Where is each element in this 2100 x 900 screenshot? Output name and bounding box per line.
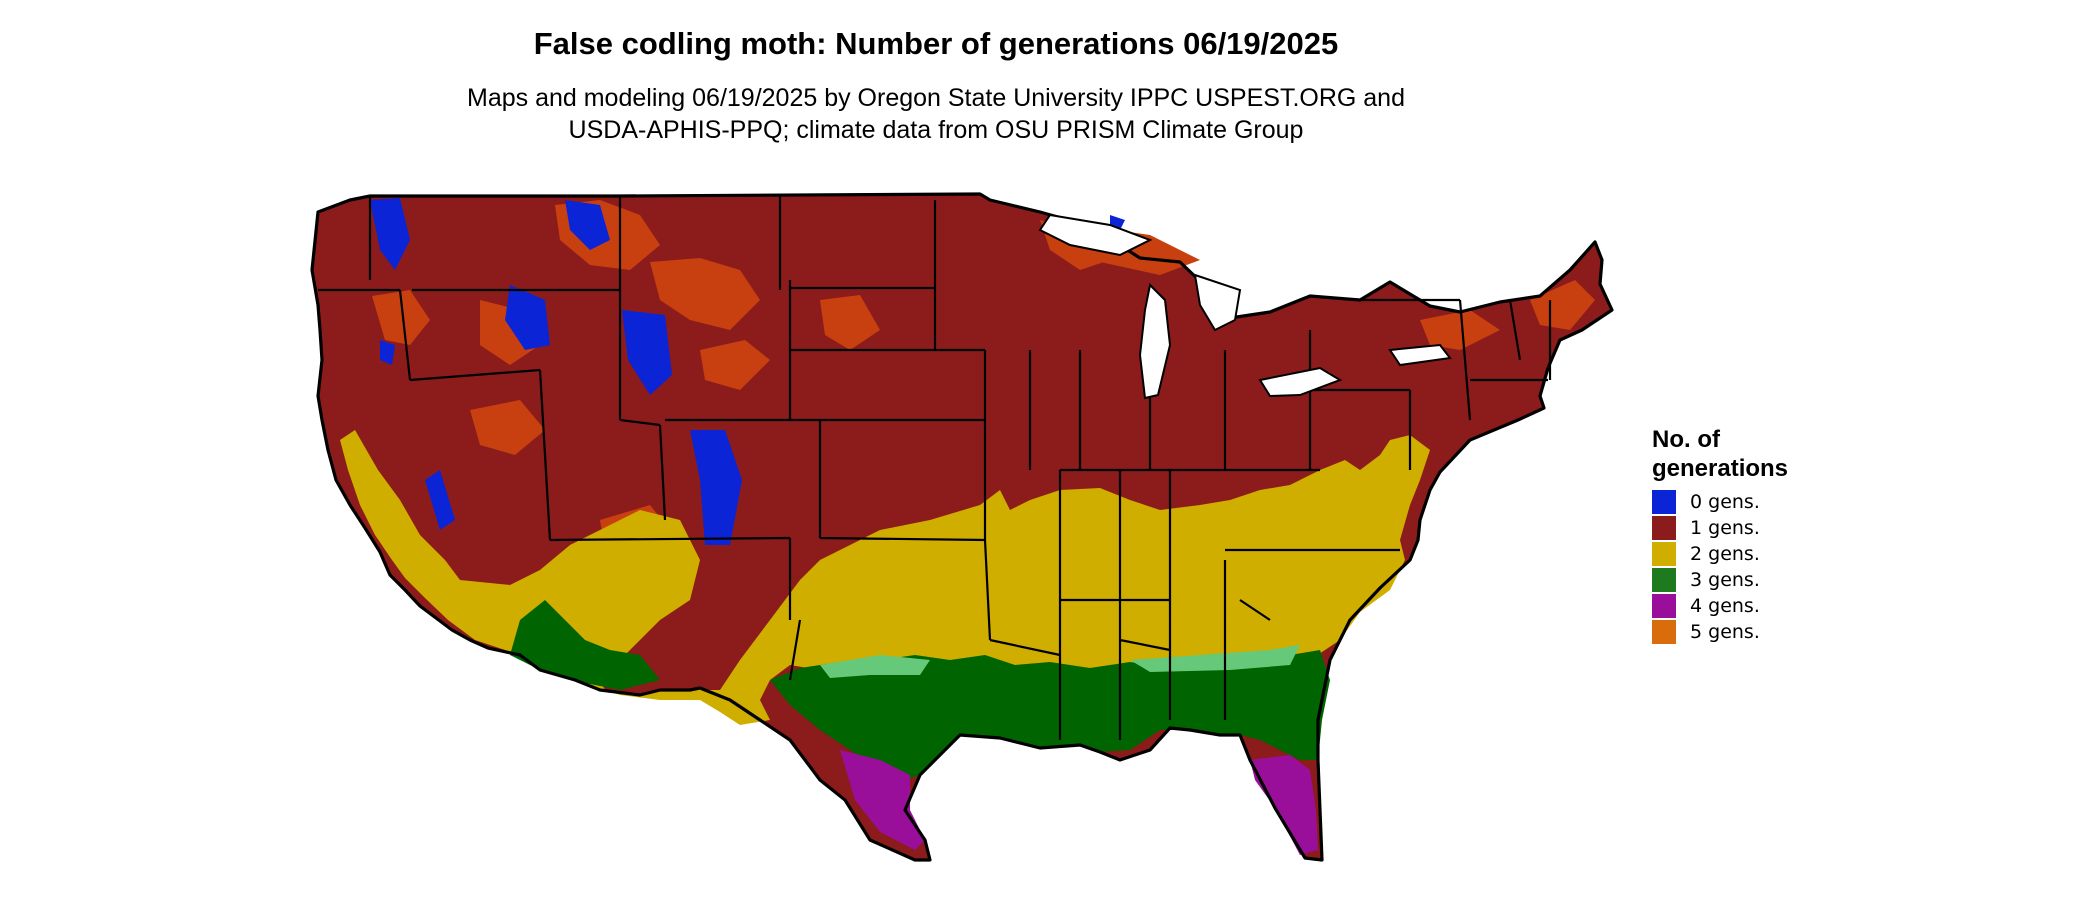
great-lakes [1038,213,1452,400]
map-subtitle-line-1: Maps and modeling 06/19/2025 by Oregon S… [467,84,1405,112]
legend-label-3-gens: 3 gens. [1690,569,1760,591]
legend-item-0-gens: 0 gens. [1652,489,1852,515]
legend-swatch-2-gens [1652,542,1676,566]
four-gen-regions [840,750,1318,855]
legend-label-4-gens: 4 gens. [1690,595,1760,617]
legend-swatch-3-gens [1652,568,1676,592]
legend-label-2-gens: 2 gens. [1690,543,1760,565]
southwest-three-gen-region [510,600,660,690]
legend-label-1-gens: 1 gens. [1690,517,1760,539]
legend-item-5-gens: 5 gens. [1652,619,1852,645]
us-generations-map [310,192,1614,862]
legend-title: No. of generations [1652,425,1852,483]
legend-label-0-gens: 0 gens. [1690,491,1760,513]
legend-swatch-1-gens [1652,516,1676,540]
legend-item-1-gens: 1 gens. [1652,515,1852,541]
legend-item-4-gens: 4 gens. [1652,593,1852,619]
zero-gen-regions [370,198,1125,545]
state-borders [318,196,1552,740]
conus-outline [310,192,1614,862]
legend: No. of generations 0 gens. 1 gens. 2 gen… [1652,425,1852,645]
three-gen-region [770,650,1330,780]
legend-swatch-0-gens [1652,490,1676,514]
legend-swatch-4-gens [1652,594,1676,618]
map-subtitle-line-2: USDA-APHIS-PPQ; climate data from OSU PR… [568,116,1304,144]
three-gen-light-band [820,645,1300,678]
map-title: False codling moth: Number of generation… [533,26,1339,61]
legend-title-line-1: No. of [1652,426,1720,453]
legend-label-5-gens: 5 gens. [1690,621,1760,643]
legend-item-3-gens: 3 gens. [1652,567,1852,593]
legend-title-line-2: generations [1652,455,1789,482]
legend-swatch-5-gens [1652,620,1676,644]
legend-item-2-gens: 2 gens. [1652,541,1852,567]
